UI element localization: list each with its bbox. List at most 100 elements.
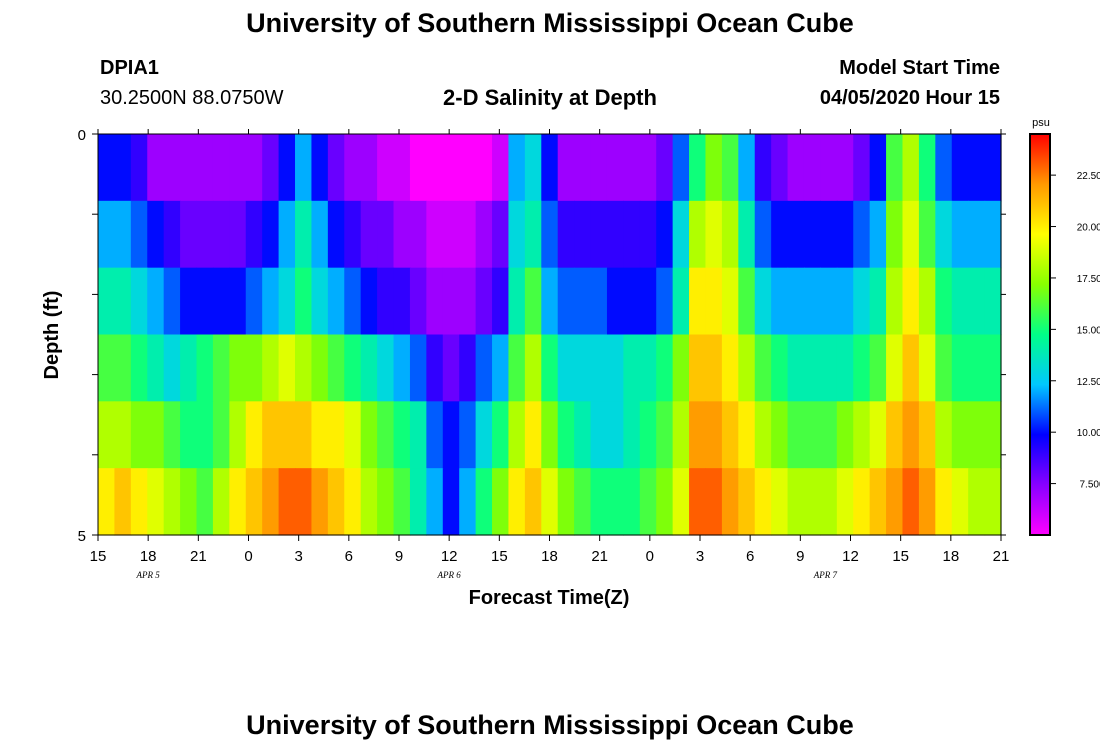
heatmap-cell [787,267,805,336]
heatmap-cell [984,200,1002,269]
heatmap-cell [245,334,263,402]
x-tick-label: 18 [942,548,959,565]
heatmap-cell [836,468,854,536]
heatmap-cell [574,134,592,202]
heatmap-cell [114,267,132,336]
heatmap-cell [639,468,657,536]
heatmap-cell [968,267,986,336]
heatmap-cell [147,401,165,469]
model-start-time: 04/05/2020 Hour 15 [819,87,1000,109]
x-tick-label: 21 [993,548,1010,565]
heatmap-cell [475,200,493,269]
heatmap-cell [705,334,723,402]
heatmap-cell [918,134,936,202]
heatmap-cell [278,134,296,202]
heatmap-cell [492,401,510,469]
heatmap-cell [557,200,575,269]
heatmap-cell [672,200,690,269]
heatmap-cell [262,468,280,536]
x-tick-label: 6 [345,548,353,565]
heatmap-cell [918,401,936,469]
heatmap-cell [130,200,148,269]
x-tick-label: 3 [294,548,302,565]
heatmap-cell [574,401,592,469]
heatmap-cell [295,401,313,469]
heatmap-cell [984,334,1002,402]
heatmap-cell [130,267,148,336]
heatmap-cell [968,334,986,402]
heatmap-cell [344,468,362,536]
heatmap-cell [606,401,624,469]
heatmap-cell [245,401,263,469]
heatmap-cell [492,134,510,202]
heatmap-cell [311,200,329,269]
heatmap-cell [360,401,378,469]
heatmap-cell [360,468,378,536]
heatmap-cell [886,200,904,269]
heatmap-cell [442,334,460,402]
heatmap-cell [672,134,690,202]
heatmap-cell [853,134,871,202]
heatmap-cell [639,134,657,202]
heatmap-cell [574,468,592,536]
heatmap-cell [689,267,707,336]
x-tick-label: 15 [892,548,909,565]
heatmap-cell [557,468,575,536]
heatmap-cell [196,200,214,269]
heatmap-cell [787,468,805,536]
heatmap-cell [869,468,887,536]
heatmap-cell [738,468,756,536]
x-tick-label: 9 [395,548,403,565]
heatmap-cell [524,134,542,202]
heatmap-cell [902,334,920,402]
heatmap-cell [738,267,756,336]
heatmap-cell [738,401,756,469]
heatmap-cell [377,200,395,269]
heatmap-cell [212,200,230,269]
x-axis-label: Forecast Time(Z) [469,587,630,609]
heatmap-cell [541,134,559,202]
heatmap-cell [393,334,411,402]
heatmap-cell [508,134,526,202]
heatmap-cell [590,134,608,202]
heatmap-cell [721,200,739,269]
x-tick-label: 15 [491,548,508,565]
heatmap-cell [869,401,887,469]
heatmap-cell [98,468,116,536]
heatmap-cell [475,334,493,402]
heatmap-cell [212,267,230,336]
heatmap-cell [180,267,198,336]
heatmap-cell [229,401,247,469]
heatmap-cell [902,401,920,469]
heatmap-cell [180,468,198,536]
heatmap-cell [442,401,460,469]
x-date-label: APR 7 [813,570,838,580]
heatmap-cell [754,134,772,202]
heatmap-cell [492,468,510,536]
heatmap-cell [869,200,887,269]
page-title: University of Southern Mississippi Ocean… [246,8,854,38]
heatmap-cell [968,401,986,469]
heatmap-cell [738,334,756,402]
heatmap-cell [262,267,280,336]
heatmap-cell [623,134,641,202]
heatmap-cell [459,267,477,336]
heatmap-cell [377,134,395,202]
heatmap-cell [114,134,132,202]
x-tick-label: 18 [140,548,157,565]
heatmap-cell [508,401,526,469]
heatmap-cell [656,267,674,336]
heatmap-cell [475,468,493,536]
heatmap-cell [426,200,444,269]
heatmap-cell [984,267,1002,336]
heatmap-cell [163,334,181,402]
heatmap-cell [344,267,362,336]
heatmap-cell [918,468,936,536]
heatmap-cell [360,267,378,336]
heatmap-cell [508,267,526,336]
heatmap-cell [639,200,657,269]
heatmap-cell [836,334,854,402]
heatmap-cell [803,200,821,269]
heatmap-cell [754,334,772,402]
heatmap-cell [295,334,313,402]
